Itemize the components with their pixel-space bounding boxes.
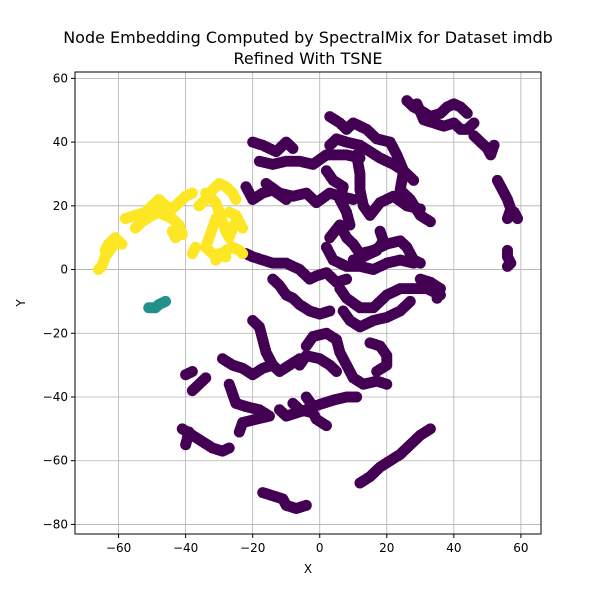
x-tick-label-1: −40 [173,541,198,555]
data-points [92,95,524,515]
y-tick-label-6: 40 [53,135,68,149]
data-point-246 [414,203,426,215]
series-1 [143,295,172,314]
data-point-114 [280,193,292,205]
data-point-682 [200,372,212,384]
data-point-1027 [186,187,198,199]
data-point-1146 [190,241,202,253]
data-point-816 [300,499,312,511]
y-tick-label-2: −40 [43,390,68,404]
data-point-718 [233,426,245,438]
data-point-958 [501,260,513,272]
x-tick-label-6: 60 [513,541,528,555]
x-axis-label: X [304,562,312,576]
data-point-510 [434,289,446,301]
data-point-539 [404,295,416,307]
x-tick-label-4: 20 [379,541,394,555]
data-point-1142 [237,248,249,260]
data-point-770 [300,404,312,416]
data-point-790 [223,442,235,454]
data-point-796 [183,426,195,438]
data-point-439 [341,273,353,285]
data-point-673 [186,366,198,378]
data-point-949 [512,213,524,225]
data-point-1163 [237,222,249,234]
data-point-992 [109,232,121,244]
data-point-669 [267,359,279,371]
data-point-740 [351,391,363,403]
y-tick-label-1: −60 [43,454,68,468]
data-point-613 [381,378,393,390]
data-point-757 [320,420,332,432]
series-0 [176,95,524,515]
data-point-908 [468,117,480,129]
y-tick-label-3: −20 [43,326,68,340]
data-point-648 [330,366,342,378]
data-point-18 [287,142,299,154]
data-point-467 [324,305,336,317]
axis-ticks: −60 −40 −20 0 20 40 60 −80 −60 −40 −20 0 20 40 60 [43,71,529,555]
series-2 [92,178,249,276]
data-point-200 [424,216,436,228]
data-point-630 [371,366,383,378]
chart-title-line-2: Refined With TSNE [234,49,383,68]
y-tick-label-5: 20 [53,199,68,213]
plot-frame [74,71,542,535]
y-tick-label-0: −80 [43,517,68,531]
data-point-1153 [220,251,232,263]
x-tick-label-5: 40 [446,541,461,555]
data-point-1082 [230,193,242,205]
chart-title-line-1: Node Embedding Computed by SpectralMix f… [63,28,553,47]
data-point-924 [488,139,500,151]
y-tick-label-7: 60 [53,71,68,85]
data-point-848 [424,423,436,435]
data-point-383 [408,257,420,269]
data-point-878 [461,107,473,119]
x-tick-label-0: −60 [106,541,131,555]
x-tick-label-2: −20 [240,541,265,555]
y-axis-label: Y [14,299,28,308]
y-tick-label-4: 0 [60,263,68,277]
data-point-967 [160,295,172,307]
data-point-1059 [173,228,185,240]
data-point-282 [408,174,420,186]
x-tick-label-3: 0 [316,541,324,555]
